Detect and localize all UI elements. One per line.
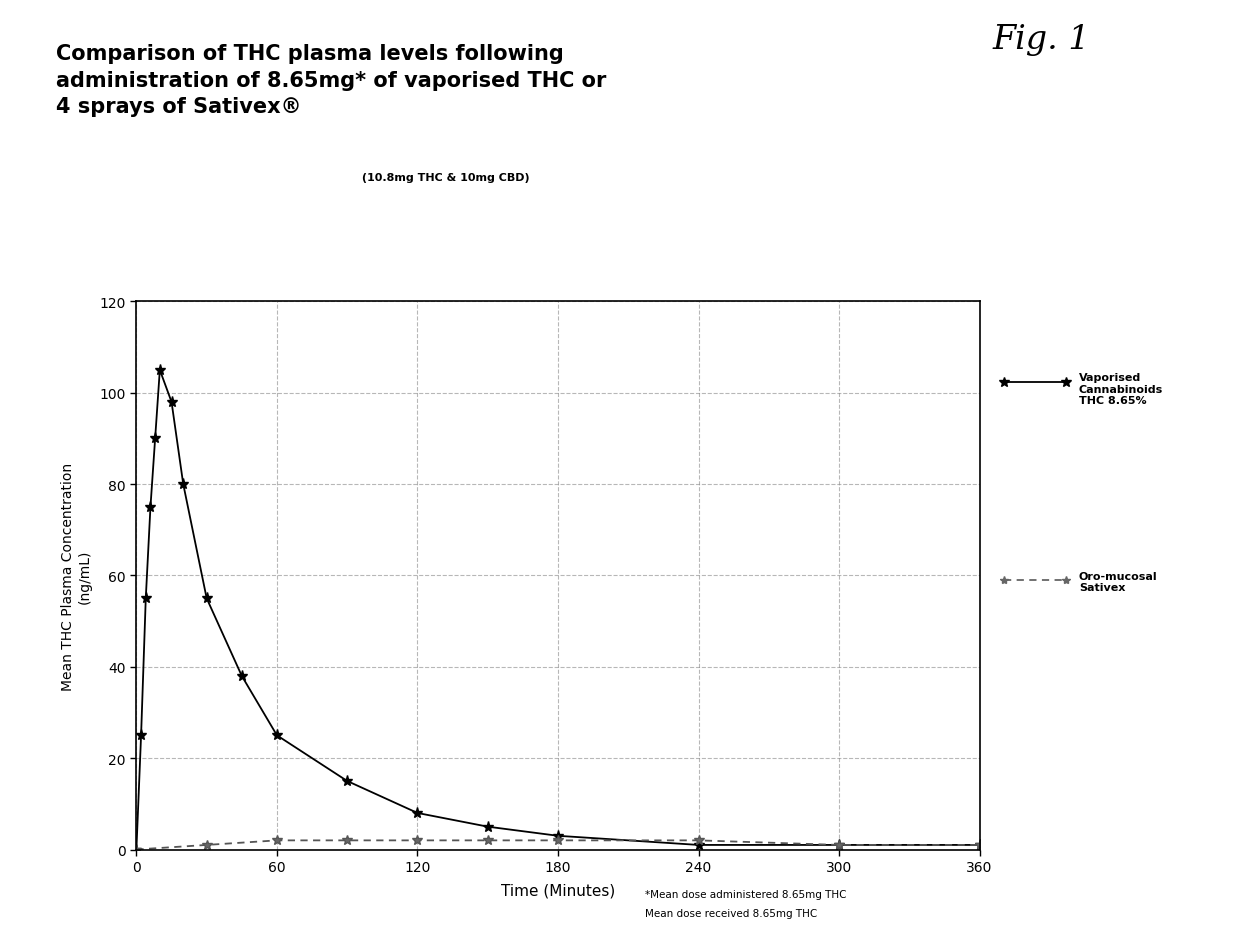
Text: *Mean dose administered 8.65mg THC: *Mean dose administered 8.65mg THC (645, 888, 847, 899)
Vaporised
Cannabinoids
THC 8.65% (143, 502, 157, 514)
Vaporised
Cannabinoids
THC 8.65% (134, 730, 149, 741)
Text: Fig. 1: Fig. 1 (992, 24, 1090, 56)
Line: Oro-mucosal
Sativex: Oro-mucosal Sativex (131, 835, 985, 854)
Y-axis label: Mean THC Plasma Concentration
(ng/mL): Mean THC Plasma Concentration (ng/mL) (61, 462, 92, 690)
Oro-mucosal
Sativex (480, 834, 495, 846)
Oro-mucosal
Sativex (200, 839, 215, 851)
Vaporised
Cannabinoids
THC 8.65% (340, 776, 355, 787)
Oro-mucosal
Sativex (340, 834, 355, 846)
Oro-mucosal
Sativex (551, 834, 565, 846)
X-axis label: Time (Minutes): Time (Minutes) (501, 883, 615, 898)
Text: (10.8mg THC & 10mg CBD): (10.8mg THC & 10mg CBD) (358, 173, 529, 182)
Vaporised
Cannabinoids
THC 8.65% (551, 831, 565, 842)
Vaporised
Cannabinoids
THC 8.65% (269, 730, 284, 741)
Oro-mucosal
Sativex (832, 839, 847, 851)
Vaporised
Cannabinoids
THC 8.65% (153, 365, 167, 377)
Vaporised
Cannabinoids
THC 8.65% (691, 839, 706, 851)
Vaporised
Cannabinoids
THC 8.65% (176, 479, 191, 490)
Text: Vaporised
Cannabinoids
THC 8.65%: Vaporised Cannabinoids THC 8.65% (1079, 373, 1163, 406)
Vaporised
Cannabinoids
THC 8.65% (129, 844, 144, 855)
Vaporised
Cannabinoids
THC 8.65% (972, 839, 987, 851)
Line: Vaporised
Cannabinoids
THC 8.65%: Vaporised Cannabinoids THC 8.65% (131, 365, 985, 855)
Vaporised
Cannabinoids
THC 8.65% (832, 839, 847, 851)
Oro-mucosal
Sativex (410, 834, 425, 846)
Text: Comparison of THC plasma levels following
administration of 8.65mg* of vaporised: Comparison of THC plasma levels followin… (56, 44, 606, 117)
Vaporised
Cannabinoids
THC 8.65% (234, 670, 249, 682)
Vaporised
Cannabinoids
THC 8.65% (480, 821, 495, 833)
Oro-mucosal
Sativex (972, 839, 987, 851)
Vaporised
Cannabinoids
THC 8.65% (139, 593, 154, 604)
Vaporised
Cannabinoids
THC 8.65% (200, 593, 215, 604)
Vaporised
Cannabinoids
THC 8.65% (410, 807, 425, 818)
Vaporised
Cannabinoids
THC 8.65% (148, 433, 162, 445)
Oro-mucosal
Sativex (269, 834, 284, 846)
Text: Mean dose received 8.65mg THC: Mean dose received 8.65mg THC (645, 907, 817, 918)
Oro-mucosal
Sativex (129, 844, 144, 855)
Vaporised
Cannabinoids
THC 8.65% (164, 396, 179, 408)
Oro-mucosal
Sativex (691, 834, 706, 846)
Text: Oro-mucosal
Sativex: Oro-mucosal Sativex (1079, 571, 1157, 593)
